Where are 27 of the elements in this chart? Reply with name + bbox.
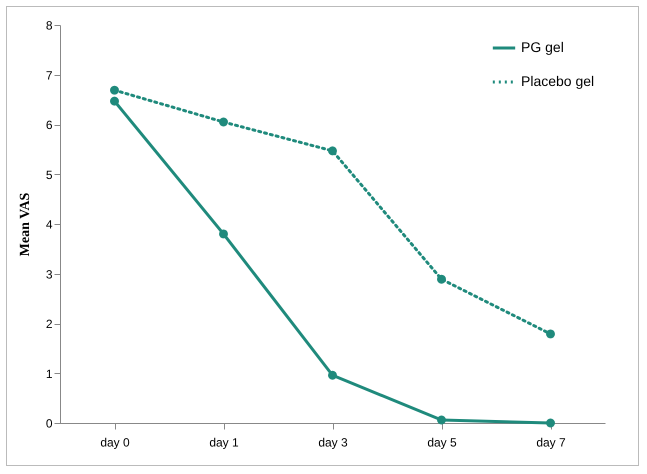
point	[546, 418, 555, 428]
y-tick-label: 2	[46, 317, 53, 331]
point	[328, 146, 337, 156]
y-tick-label: 1	[46, 366, 53, 381]
x-tick-label: day 3	[318, 436, 348, 450]
point	[219, 229, 228, 238]
x-tick-label: day 0	[100, 436, 130, 450]
y-tick-label: 3	[46, 267, 53, 282]
y-tick-label: 8	[46, 18, 53, 32]
x-tick-label: day 5	[427, 436, 457, 450]
y-tick-label: 4	[46, 218, 53, 232]
point	[437, 274, 446, 284]
point	[437, 416, 446, 424]
point	[110, 96, 119, 106]
y-tick-label: 7	[46, 68, 53, 82]
legend-label: PG gel	[521, 39, 564, 55]
point	[328, 370, 337, 380]
legend-label: Placebo gel	[521, 73, 594, 89]
y-tick-label: 5	[46, 168, 53, 182]
y-tick-label: 0	[46, 416, 53, 430]
x-tick-label: day 7	[536, 436, 566, 450]
point	[546, 329, 555, 338]
point	[110, 86, 119, 95]
point	[219, 118, 228, 126]
y-tick-label: 6	[46, 118, 53, 132]
x-tick-label: day 1	[209, 436, 239, 450]
y-axis-title: Mean VAS	[18, 192, 33, 256]
